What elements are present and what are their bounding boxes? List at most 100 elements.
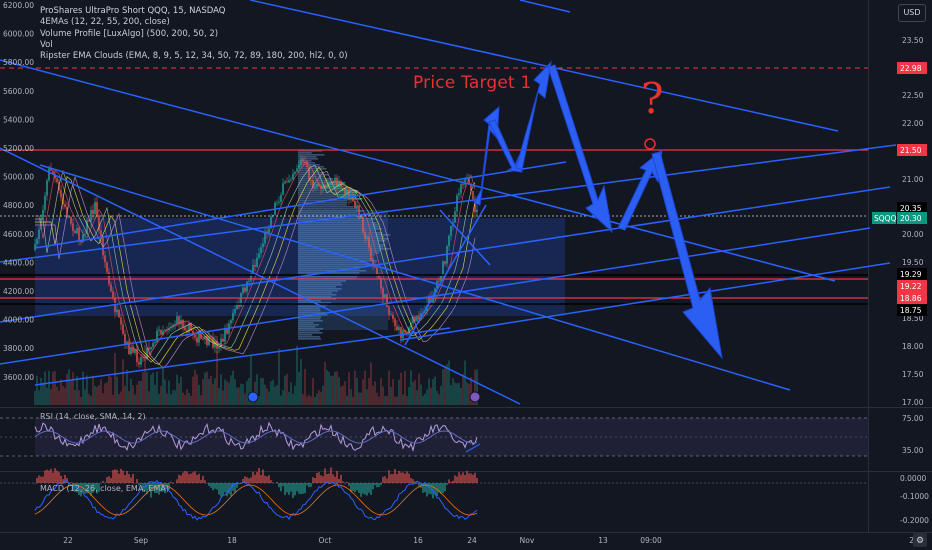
macd-bar xyxy=(132,474,134,483)
macd-bar xyxy=(216,483,218,490)
volume-bar xyxy=(446,364,448,405)
left-axis-tick: 4400.00 xyxy=(3,258,34,267)
macd-bar xyxy=(68,483,70,487)
macd-bar xyxy=(176,479,178,483)
candle-body xyxy=(138,362,140,365)
left-axis-tick: 4200.00 xyxy=(3,287,34,296)
candle-body xyxy=(248,280,250,282)
volume-bar xyxy=(290,382,292,405)
channel-line-up-5[interactable] xyxy=(399,262,891,341)
right-axis-tick: 17.50 xyxy=(902,370,924,379)
legend-ema[interactable]: 4EMAs (12, 22, 55, 200, close) xyxy=(40,17,170,28)
channel-line-steep-down[interactable] xyxy=(0,147,521,405)
legend-ema-clouds[interactable]: Ripster EMA Clouds (EMA, 8, 9, 5, 12, 34… xyxy=(40,51,348,62)
left-axis-tick: 6000.00 xyxy=(3,30,34,39)
volume-bar xyxy=(130,378,132,405)
vp-bar xyxy=(298,172,324,174)
arrow-down-2[interactable] xyxy=(547,64,613,234)
macd-bar xyxy=(400,472,402,483)
candle-body xyxy=(142,357,144,359)
macd-bar xyxy=(280,483,282,492)
candle-body xyxy=(176,316,178,324)
rsi-trend-line[interactable] xyxy=(465,443,481,453)
symbol-tag xyxy=(872,212,896,224)
volume-bar xyxy=(146,372,148,405)
macd-bar xyxy=(334,476,336,483)
candle-body xyxy=(42,209,44,219)
volume-bar xyxy=(236,387,238,405)
volume-bar xyxy=(156,371,158,405)
volume-bar xyxy=(308,395,310,405)
channel-line-top-down[interactable] xyxy=(249,0,839,132)
forecast-arrows[interactable] xyxy=(473,60,723,360)
volume-bar xyxy=(360,392,362,405)
volume-bar xyxy=(370,362,372,405)
volume-bar xyxy=(304,369,306,405)
volume-bar xyxy=(68,369,70,405)
macd-bar xyxy=(360,483,362,497)
legend-volume-profile[interactable]: Volume Profile [LuxAlgo] (500, 200, 50, … xyxy=(40,28,219,39)
channel-line-mid-down[interactable] xyxy=(0,59,836,282)
channel-line-corner[interactable] xyxy=(519,0,571,13)
macd-bar xyxy=(384,476,386,483)
vp-bar-up xyxy=(331,188,348,190)
macd-bar xyxy=(194,471,196,483)
candle-body xyxy=(370,247,372,261)
volume-bar xyxy=(398,379,400,405)
trend-channels[interactable] xyxy=(0,0,897,405)
candle-body xyxy=(50,168,52,171)
volume-bar xyxy=(214,378,216,405)
arrow-up-1[interactable] xyxy=(473,105,500,206)
dividend-marker[interactable] xyxy=(247,391,259,403)
channel-line-up-2[interactable] xyxy=(0,144,897,263)
vp-bar xyxy=(298,240,386,242)
macd-label: MACD (12, 26, close, EMA, EMA) xyxy=(40,484,169,493)
right-axis-tick: 22.50 xyxy=(902,91,924,100)
macd-bar xyxy=(410,478,412,483)
vp-bar xyxy=(298,194,337,196)
macd-bar xyxy=(266,476,268,483)
earnings-marker[interactable] xyxy=(469,391,481,403)
macd-bar xyxy=(324,468,326,483)
volume-bar xyxy=(142,372,144,405)
candle-body xyxy=(234,309,236,313)
fork-line-2[interactable] xyxy=(439,209,491,266)
macd-bar xyxy=(304,483,306,494)
candle-body xyxy=(376,267,378,276)
macd-bar xyxy=(98,483,100,492)
channel-line-up-4[interactable] xyxy=(0,227,871,365)
vp-bar xyxy=(298,326,316,328)
volume-bar xyxy=(440,385,442,405)
volume-bar xyxy=(266,388,268,405)
volume-bar xyxy=(228,382,230,405)
volume-bar xyxy=(136,384,138,405)
macd-bar xyxy=(406,471,408,483)
vp-bar xyxy=(298,256,372,258)
candle-body xyxy=(310,179,312,181)
channel-line-low-down[interactable] xyxy=(39,164,791,391)
candle-body xyxy=(468,178,470,184)
volume-bar xyxy=(418,373,420,405)
candle-body xyxy=(338,180,340,187)
volume-bar xyxy=(134,394,136,405)
candle-body xyxy=(52,170,54,175)
fork-line-1[interactable] xyxy=(404,204,487,346)
right-axis-tick: 21.00 xyxy=(902,175,924,184)
channel-line-up-3[interactable] xyxy=(0,186,891,323)
settings-icon[interactable]: ⚙ xyxy=(913,533,927,547)
macd-bar xyxy=(440,483,442,494)
currency-button[interactable]: USD xyxy=(898,4,926,22)
volume-bar xyxy=(396,396,398,405)
right-price-axis[interactable]: 23.50 22.50 22.00 21.00 20.00 19.50 18.50 18.00… xyxy=(872,36,929,525)
volume-bar xyxy=(336,371,338,405)
channel-line-up-6[interactable] xyxy=(34,327,451,386)
arrow-up-2[interactable] xyxy=(515,60,552,171)
legend-volume[interactable]: Vol xyxy=(40,39,53,50)
candle-body xyxy=(264,231,266,244)
candle-body xyxy=(316,183,318,188)
arrow-down-3[interactable] xyxy=(651,151,723,360)
price-label-box xyxy=(897,304,927,316)
channel-line-up-1[interactable] xyxy=(34,161,567,249)
